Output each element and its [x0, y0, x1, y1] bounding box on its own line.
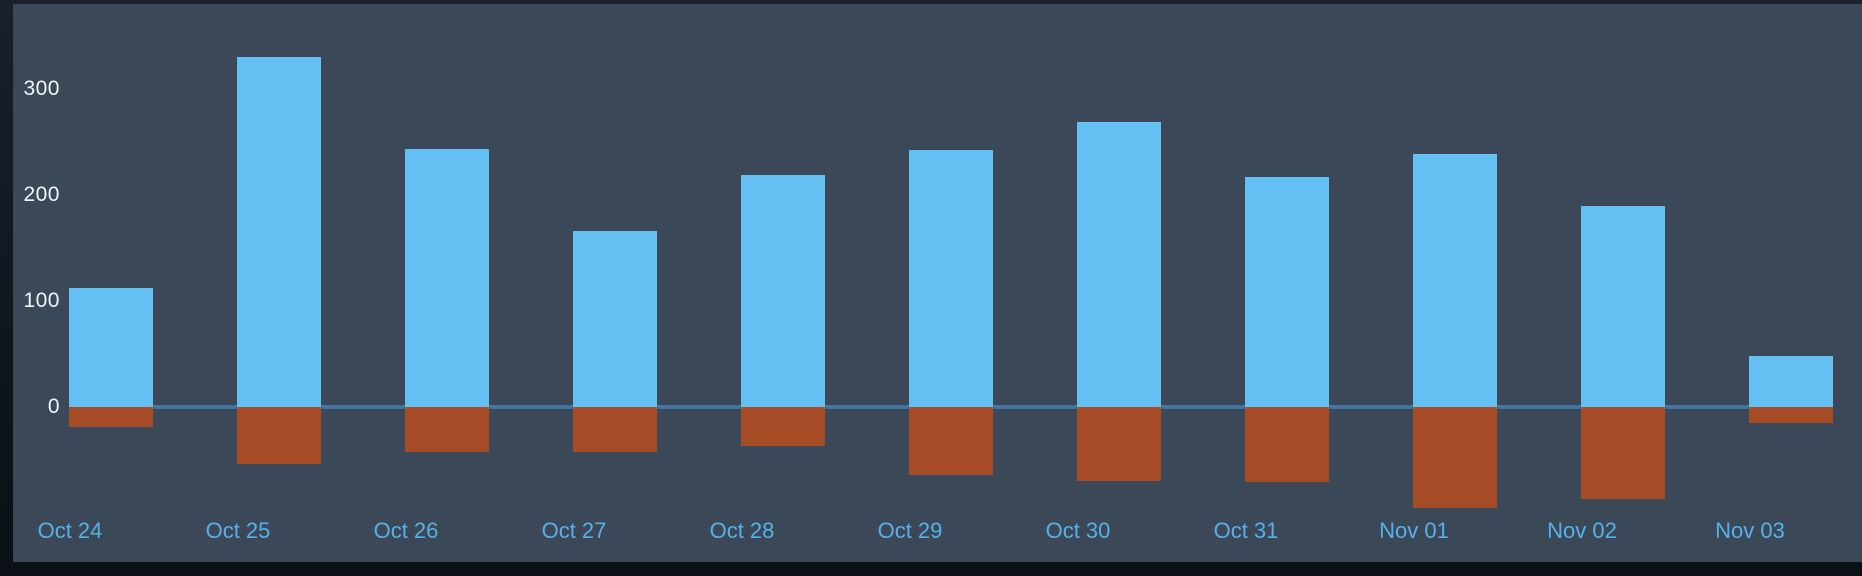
bar-negative-segment[interactable] — [909, 407, 993, 475]
x-tick-label: Oct 28 — [709, 518, 775, 543]
x-tick-label: Oct 31 — [1213, 518, 1279, 543]
x-axis: Oct 24 Oct 25 Oct 26 Oct 27 Oct 28 Oct 29 Oct … — [13, 4, 1862, 562]
x-tick-label: Oct 26 — [373, 518, 439, 543]
bar-positive-segment[interactable] — [237, 57, 321, 407]
x-tick-label: Oct 25 — [205, 518, 271, 543]
x-tick-label: Nov 02 — [1547, 518, 1617, 543]
bar-positive-segment[interactable] — [1413, 153, 1497, 407]
x-tick-label: Nov 03 — [1715, 518, 1785, 543]
x-tick-label: Oct 30 — [1045, 518, 1111, 543]
bar-positive-segment[interactable] — [1077, 121, 1161, 407]
y-tick-label: 0 — [47, 395, 60, 418]
bar-negative-segment[interactable] — [1413, 407, 1497, 508]
x-tick-label: Oct 29 — [877, 518, 943, 543]
bar-negative-segment[interactable] — [237, 407, 321, 465]
bar-positive-segment[interactable] — [1245, 176, 1329, 407]
bar-positive-segment[interactable] — [69, 288, 153, 407]
chart-panel: 0 100 200 300 Oct 24 Oct 25 Oct 26 Oct 27 Oct 2… — [13, 4, 1862, 562]
y-tick-label: 100 — [23, 289, 60, 312]
bar-positive-segment[interactable] — [1581, 205, 1665, 407]
bar-negative-segment[interactable] — [1077, 407, 1161, 482]
y-tick-label: 300 — [23, 77, 60, 100]
bar-negative-segment[interactable] — [405, 407, 489, 452]
bars-container — [13, 4, 1862, 562]
x-tick-label: Nov 01 — [1379, 518, 1449, 543]
bar-negative-segment[interactable] — [741, 407, 825, 447]
bar-negative-segment[interactable] — [69, 407, 153, 428]
bar-negative-segment[interactable] — [1245, 407, 1329, 483]
x-tick-label: Oct 24 — [37, 518, 103, 543]
bar-negative-segment[interactable] — [1581, 407, 1665, 500]
y-tick-label: 200 — [23, 183, 60, 206]
bar-negative-segment[interactable] — [573, 407, 657, 452]
bar-positive-segment[interactable] — [1749, 356, 1833, 407]
bar-positive-segment[interactable] — [405, 149, 489, 407]
y-axis: 0 100 200 300 — [13, 4, 1862, 562]
bar-positive-segment[interactable] — [573, 231, 657, 407]
bar-negative-segment[interactable] — [1749, 407, 1833, 423]
bar-positive-segment[interactable] — [741, 174, 825, 407]
x-tick-label: Oct 27 — [541, 518, 607, 543]
bar-positive-segment[interactable] — [909, 150, 993, 407]
